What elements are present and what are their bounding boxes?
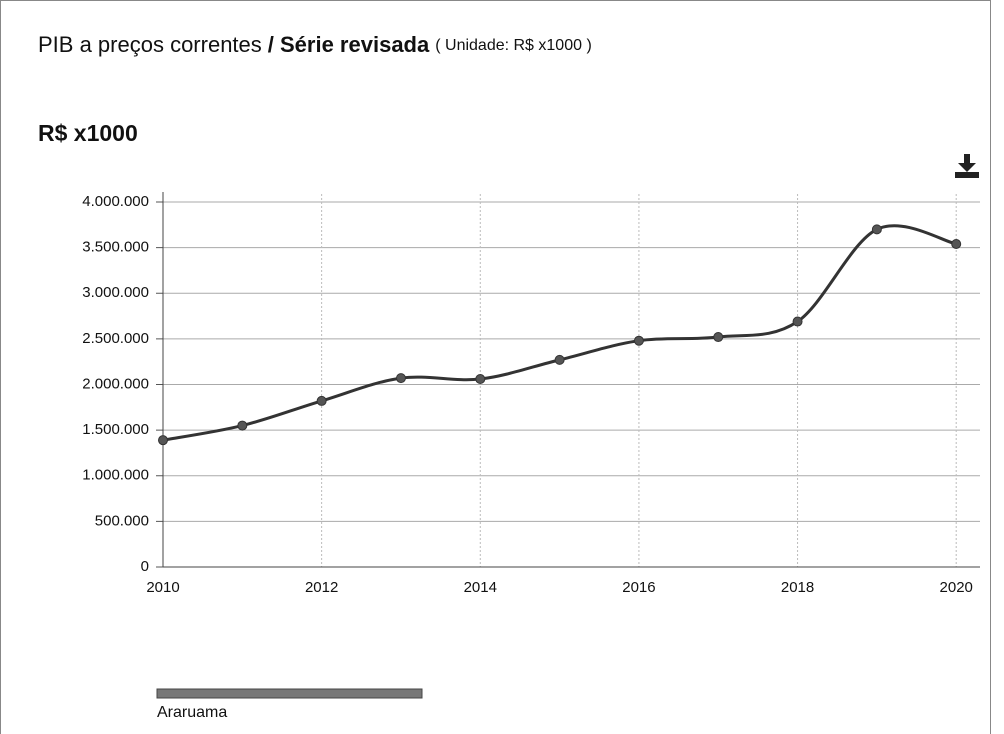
data-point [633,335,644,346]
data-point [316,395,327,406]
y-tick-label: 3.000.000 [82,284,149,301]
download-button[interactable] [955,154,979,178]
x-tick-label: 2010 [146,579,179,596]
data-point [951,238,962,249]
x-tick-label: 2018 [781,579,814,596]
y-tick-label: 1.000.000 [82,467,149,484]
data-point [475,374,486,385]
y-tick-label: 2.000.000 [82,375,149,392]
x-tick-label: 2016 [622,579,655,596]
title-main: PIB a preços correntes [38,32,262,57]
x-tick-label: 2014 [464,579,497,596]
y-tick-label: 1.500.000 [82,421,149,438]
legend-label: Araruama [157,704,227,721]
chart-title: PIB a preços correntes / Série revisada ( … [38,32,592,57]
title-emphasis: / Série revisada [268,32,430,57]
y-tick-label: 0 [141,558,149,575]
legend-swatch [156,688,423,699]
data-point [158,435,168,446]
data-point [554,354,565,365]
download-base [955,172,979,178]
unit-note: ( Unidade: R$ x1000 ) [435,37,592,54]
x-tick-label: 2020 [940,579,973,596]
data-point [713,332,724,343]
y-axis-label: R$ x1000 [38,120,138,146]
data-point [395,373,406,384]
download-arrow [958,163,976,172]
data-point [237,420,248,431]
y-tick-label: 4.000.000 [82,193,149,210]
y-tick-label: 2.500.000 [82,330,149,347]
x-tick-label: 2012 [305,579,338,596]
data-point [792,316,803,327]
download-shaft [964,154,970,164]
y-tick-label: 3.500.000 [82,239,149,256]
series-line [162,224,957,442]
data-point [871,224,882,235]
y-tick-label: 500.000 [95,512,149,529]
